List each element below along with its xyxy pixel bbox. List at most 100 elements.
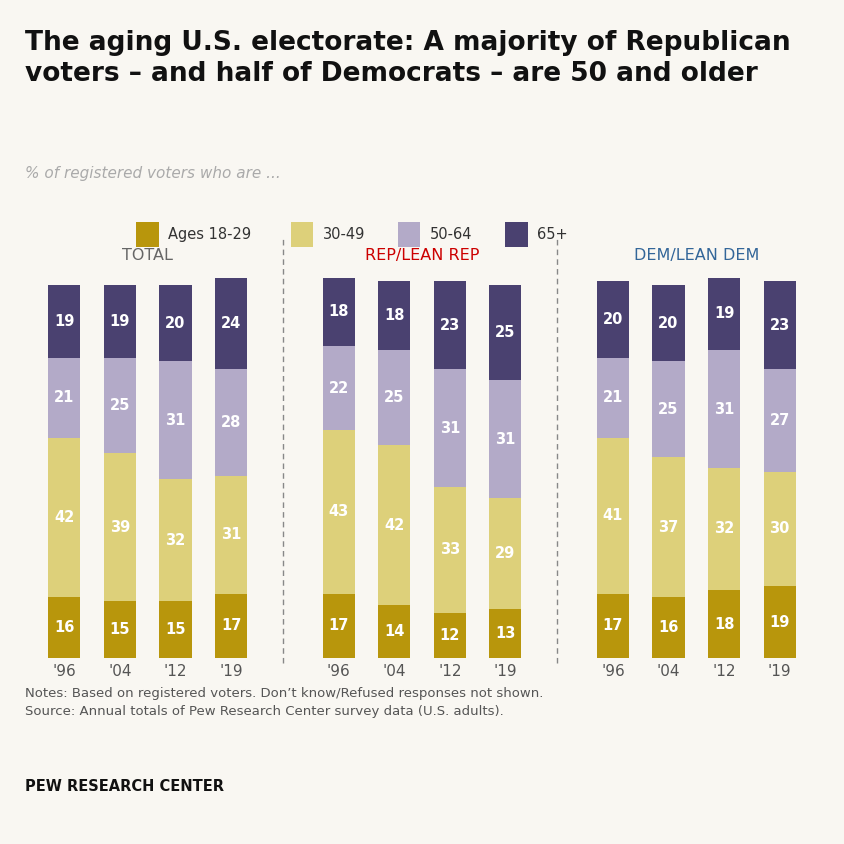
- Text: 16: 16: [658, 620, 679, 636]
- Text: Ages 18-29: Ages 18-29: [168, 227, 252, 241]
- Bar: [215, 369, 247, 476]
- Bar: [160, 601, 192, 658]
- Text: 29: 29: [495, 546, 516, 561]
- Text: 31: 31: [440, 420, 460, 436]
- Bar: [104, 285, 136, 358]
- Bar: [652, 285, 684, 361]
- Bar: [597, 437, 629, 593]
- Bar: [48, 598, 80, 658]
- Text: 17: 17: [221, 619, 241, 634]
- Text: 27: 27: [770, 413, 790, 428]
- Text: % of registered voters who are ...: % of registered voters who are ...: [25, 166, 281, 181]
- Text: 18: 18: [384, 308, 404, 323]
- Text: 12: 12: [440, 628, 460, 643]
- Bar: [597, 593, 629, 658]
- Bar: [506, 222, 528, 247]
- Bar: [434, 613, 466, 658]
- Bar: [378, 282, 410, 350]
- Bar: [434, 282, 466, 369]
- Bar: [322, 346, 354, 430]
- Text: 39: 39: [110, 520, 130, 534]
- Bar: [160, 285, 192, 361]
- Bar: [764, 586, 796, 658]
- Text: 14: 14: [384, 625, 404, 639]
- Bar: [215, 593, 247, 658]
- Text: 19: 19: [770, 614, 790, 630]
- Text: 31: 31: [165, 413, 186, 428]
- Text: 21: 21: [54, 390, 74, 405]
- Text: The aging U.S. electorate: A majority of Republican
voters – and half of Democra: The aging U.S. electorate: A majority of…: [25, 30, 791, 87]
- Text: 31: 31: [221, 528, 241, 542]
- Text: 28: 28: [221, 415, 241, 430]
- Bar: [597, 358, 629, 437]
- Text: 20: 20: [658, 316, 679, 331]
- Text: 30-49: 30-49: [322, 227, 365, 241]
- Bar: [104, 452, 136, 601]
- Text: 43: 43: [328, 504, 349, 519]
- Bar: [398, 222, 420, 247]
- Text: 25: 25: [110, 398, 130, 413]
- Bar: [378, 445, 410, 605]
- Text: 23: 23: [770, 318, 790, 333]
- Text: PEW RESEARCH CENTER: PEW RESEARCH CENTER: [25, 778, 225, 793]
- Text: 21: 21: [603, 390, 623, 405]
- Bar: [708, 590, 740, 658]
- Text: 15: 15: [110, 622, 130, 637]
- Title: REP/LEAN REP: REP/LEAN REP: [365, 248, 479, 263]
- Bar: [708, 350, 740, 468]
- Bar: [708, 468, 740, 590]
- Text: 42: 42: [384, 517, 404, 533]
- Text: 20: 20: [603, 312, 623, 327]
- Bar: [322, 593, 354, 658]
- Bar: [490, 609, 522, 658]
- Text: 19: 19: [54, 314, 74, 329]
- Text: 31: 31: [495, 432, 516, 447]
- Bar: [434, 369, 466, 487]
- Bar: [137, 222, 159, 247]
- Bar: [215, 278, 247, 369]
- Text: 37: 37: [658, 520, 679, 534]
- Text: 17: 17: [328, 619, 349, 634]
- Text: 32: 32: [165, 533, 186, 548]
- Bar: [597, 282, 629, 358]
- Text: 33: 33: [440, 543, 460, 557]
- Text: 65+: 65+: [537, 227, 568, 241]
- Bar: [378, 605, 410, 658]
- Bar: [291, 222, 313, 247]
- Text: 17: 17: [603, 619, 623, 634]
- Bar: [764, 472, 796, 586]
- Bar: [104, 601, 136, 658]
- Text: 20: 20: [165, 316, 186, 331]
- Bar: [652, 457, 684, 598]
- Bar: [104, 358, 136, 452]
- Bar: [652, 598, 684, 658]
- Text: 19: 19: [110, 314, 130, 329]
- Text: 23: 23: [440, 318, 460, 333]
- Text: 19: 19: [714, 306, 734, 322]
- Text: 50-64: 50-64: [430, 227, 473, 241]
- Text: 41: 41: [603, 508, 623, 523]
- Bar: [378, 350, 410, 445]
- Bar: [490, 499, 522, 609]
- Bar: [764, 369, 796, 472]
- Text: 15: 15: [165, 622, 186, 637]
- Bar: [490, 285, 522, 381]
- Text: 32: 32: [714, 522, 734, 537]
- Text: 42: 42: [54, 510, 74, 525]
- Text: Notes: Based on registered voters. Don’t know/Refused responses not shown.
Sourc: Notes: Based on registered voters. Don’t…: [25, 687, 544, 717]
- Bar: [48, 358, 80, 437]
- Bar: [652, 361, 684, 457]
- Text: 24: 24: [221, 316, 241, 331]
- Title: DEM/LEAN DEM: DEM/LEAN DEM: [634, 248, 759, 263]
- Text: 22: 22: [328, 381, 349, 396]
- Bar: [322, 430, 354, 593]
- Bar: [160, 479, 192, 601]
- Text: 16: 16: [54, 620, 74, 636]
- Bar: [160, 361, 192, 479]
- Bar: [215, 476, 247, 593]
- Bar: [48, 285, 80, 358]
- Text: 25: 25: [658, 402, 679, 416]
- Bar: [322, 278, 354, 346]
- Text: 31: 31: [714, 402, 734, 416]
- Bar: [434, 487, 466, 613]
